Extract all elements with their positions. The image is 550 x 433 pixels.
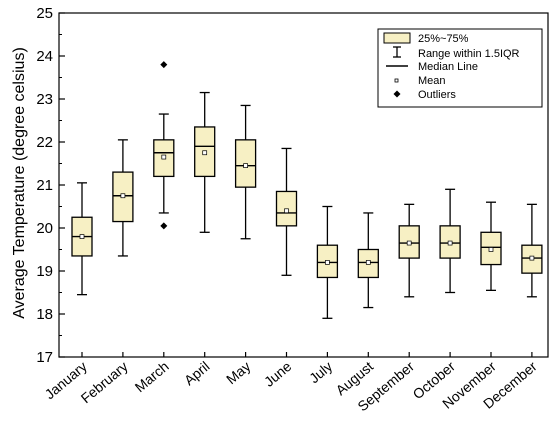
mean-marker <box>325 260 330 265</box>
box-group <box>439 188 461 357</box>
mean-marker <box>447 240 453 246</box>
legend-box-swatch <box>383 32 411 44</box>
box-group <box>521 203 543 357</box>
legend-mean-swatch <box>394 78 399 83</box>
mean-marker <box>79 234 85 239</box>
y-tick-label: 23 <box>36 91 53 108</box>
y-tick-label: 21 <box>36 177 53 194</box>
legend: 25%~75% Range within 1.5IQR Median Line … <box>377 28 543 108</box>
y-axis-title: Average Temperature (degree celsius) <box>11 47 28 319</box>
box-group <box>234 104 257 357</box>
y-tick-label: 20 <box>36 220 53 237</box>
legend-whisker-swatch <box>393 46 401 58</box>
y-tick-label: 17 <box>36 349 53 366</box>
box-group <box>480 201 502 357</box>
mean-marker <box>284 208 289 214</box>
y-tick-label: 25 <box>36 5 53 22</box>
y-axis-ticks: 17 18 19 20 21 22 23 24 25 <box>36 5 65 366</box>
legend-label-whisker: Range within 1.5IQR <box>418 48 520 60</box>
plot-frame <box>58 12 549 358</box>
box-group <box>194 91 216 357</box>
outlier-marker <box>160 61 168 69</box>
x-category-label: May <box>223 358 254 387</box>
x-category-label: April <box>181 358 213 388</box>
mean-marker <box>406 240 412 246</box>
box-group <box>275 147 298 357</box>
box-group <box>112 139 134 357</box>
box-group <box>316 205 339 357</box>
legend-outlier-swatch <box>393 90 401 98</box>
x-category-label: June <box>261 358 295 390</box>
y-tick-label: 19 <box>36 263 53 280</box>
mean-marker <box>161 154 167 160</box>
outlier-marker <box>160 222 168 230</box>
box-group <box>398 203 420 357</box>
y-tick-label: 18 <box>36 306 53 323</box>
mean-marker <box>243 163 248 168</box>
box-series <box>71 61 543 357</box>
mean-marker <box>120 193 126 199</box>
legend-label-mean: Mean <box>418 75 446 87</box>
legend-label-box: 25%~75% <box>418 33 469 45</box>
box-group <box>153 61 175 357</box>
y-tick-label: 22 <box>36 134 53 151</box>
x-category-label: July <box>306 358 335 386</box>
legend-label-median: Median Line <box>418 61 478 73</box>
mean-marker <box>365 260 371 265</box>
box-group <box>357 212 379 357</box>
mean-marker <box>529 255 535 261</box>
legend-label-outliers: Outliers <box>418 89 456 101</box>
mean-marker <box>488 247 494 252</box>
x-category-label: March <box>132 358 172 395</box>
mean-marker <box>202 150 208 156</box>
box-group <box>71 182 93 357</box>
y-tick-label: 24 <box>36 48 53 65</box>
